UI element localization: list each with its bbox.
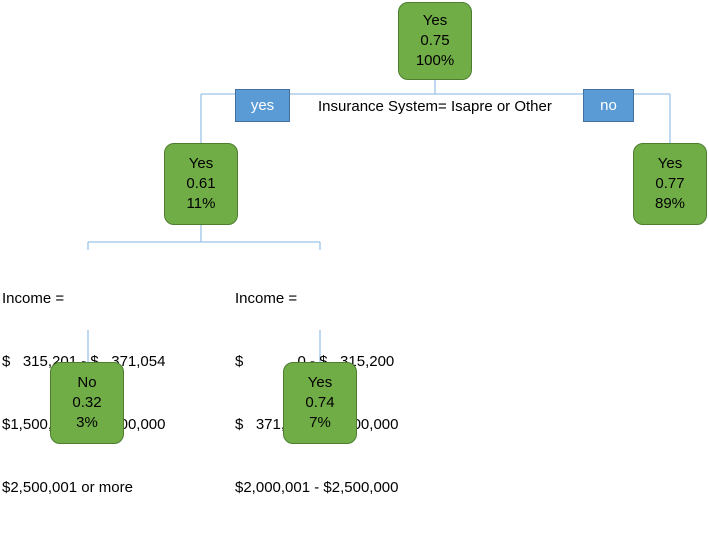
node-share: 3%	[76, 414, 98, 431]
node-probability: 0.77	[655, 175, 685, 192]
root-node: Yes 0.75 100%	[398, 2, 472, 80]
leaf-right-node: Yes 0.74 7%	[283, 362, 357, 444]
node-label: Yes	[188, 155, 214, 172]
node-share: 89%	[654, 195, 686, 212]
node-share: 7%	[309, 414, 331, 431]
node-label: Yes	[657, 155, 683, 172]
left-child-node: Yes 0.61 11%	[164, 143, 238, 225]
leaf-left-node: No 0.32 3%	[50, 362, 124, 444]
node-label: Yes	[422, 12, 448, 29]
split-line: $2,500,001 or more	[2, 479, 133, 496]
split-line: Income =	[235, 290, 298, 307]
right-child-node: Yes 0.77 89%	[633, 143, 707, 225]
node-probability: 0.32	[72, 394, 102, 411]
node-label: No	[77, 374, 97, 391]
node-probability: 0.74	[305, 394, 335, 411]
node-share: 11%	[186, 195, 216, 212]
decision-tree-diagram: Yes 0.75 100% yes Insurance System= Isap…	[2, 2, 707, 496]
split-line: $2,000,001 - $2,500,000	[235, 479, 399, 496]
split-line: Income =	[2, 290, 65, 307]
yes-branch-tag: yes	[235, 89, 290, 122]
node-share: 100%	[415, 52, 455, 69]
node-probability: 0.75	[420, 32, 450, 49]
node-label: Yes	[307, 374, 333, 391]
no-branch-tag: no	[583, 89, 634, 122]
node-probability: 0.61	[186, 175, 216, 192]
root-split-label: Insurance System= Isapre or Other	[318, 98, 552, 115]
